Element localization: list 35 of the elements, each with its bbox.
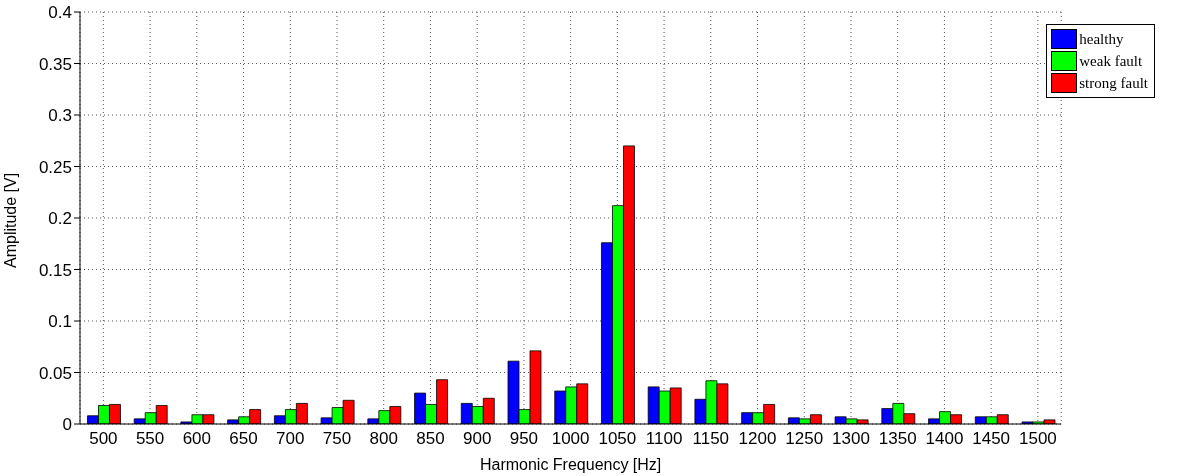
- x-tick-label: 1000: [551, 429, 590, 449]
- x-tick-label: 1400: [925, 429, 964, 449]
- x-tick-label: 1450: [972, 429, 1011, 449]
- x-tick-label: 650: [229, 429, 258, 449]
- y-tick-label: 0.05: [38, 363, 72, 383]
- x-tick-label: 1050: [598, 429, 637, 449]
- x-tick-label: 550: [135, 429, 165, 449]
- x-tick-label: 800: [369, 429, 398, 449]
- y-tick-label: 0.25: [38, 157, 72, 177]
- y-tick-label: 0.4: [48, 3, 72, 23]
- legend-label: weak fault: [1079, 52, 1143, 70]
- x-tick-label: 700: [276, 429, 305, 449]
- x-tick-label: 500: [89, 429, 118, 449]
- legend-label: strong fault: [1079, 74, 1148, 92]
- x-tick-label: 750: [322, 429, 352, 449]
- y-tick-label: 0.1: [48, 312, 72, 332]
- x-tick-label: 1500: [1018, 429, 1057, 449]
- x-tick-label: 1350: [878, 429, 917, 449]
- x-tick-label: 1200: [738, 429, 777, 449]
- y-tick-label: 0: [62, 415, 72, 435]
- x-tick-label: 850: [416, 429, 445, 449]
- y-tick-label: 0.35: [38, 54, 72, 74]
- y-tick-label: 0.15: [38, 260, 72, 280]
- x-tick-label: 1300: [832, 429, 870, 449]
- x-tick-label: 1250: [785, 429, 824, 449]
- legend-label: healthy: [1079, 30, 1124, 48]
- x-axis-title: Harmonic Frequency [Hz]: [479, 456, 662, 473]
- y-tick-label: 0.3: [48, 106, 72, 126]
- x-tick-label: 900: [462, 429, 492, 449]
- y-tick-label: 0.2: [48, 209, 72, 229]
- x-tick-label: 1150: [692, 429, 730, 449]
- x-tick-label: 950: [509, 429, 539, 449]
- y-axis-title: Amplitude [V]: [1, 172, 19, 268]
- x-tick-label: 600: [182, 429, 211, 449]
- x-tick-label: 1100: [645, 429, 683, 449]
